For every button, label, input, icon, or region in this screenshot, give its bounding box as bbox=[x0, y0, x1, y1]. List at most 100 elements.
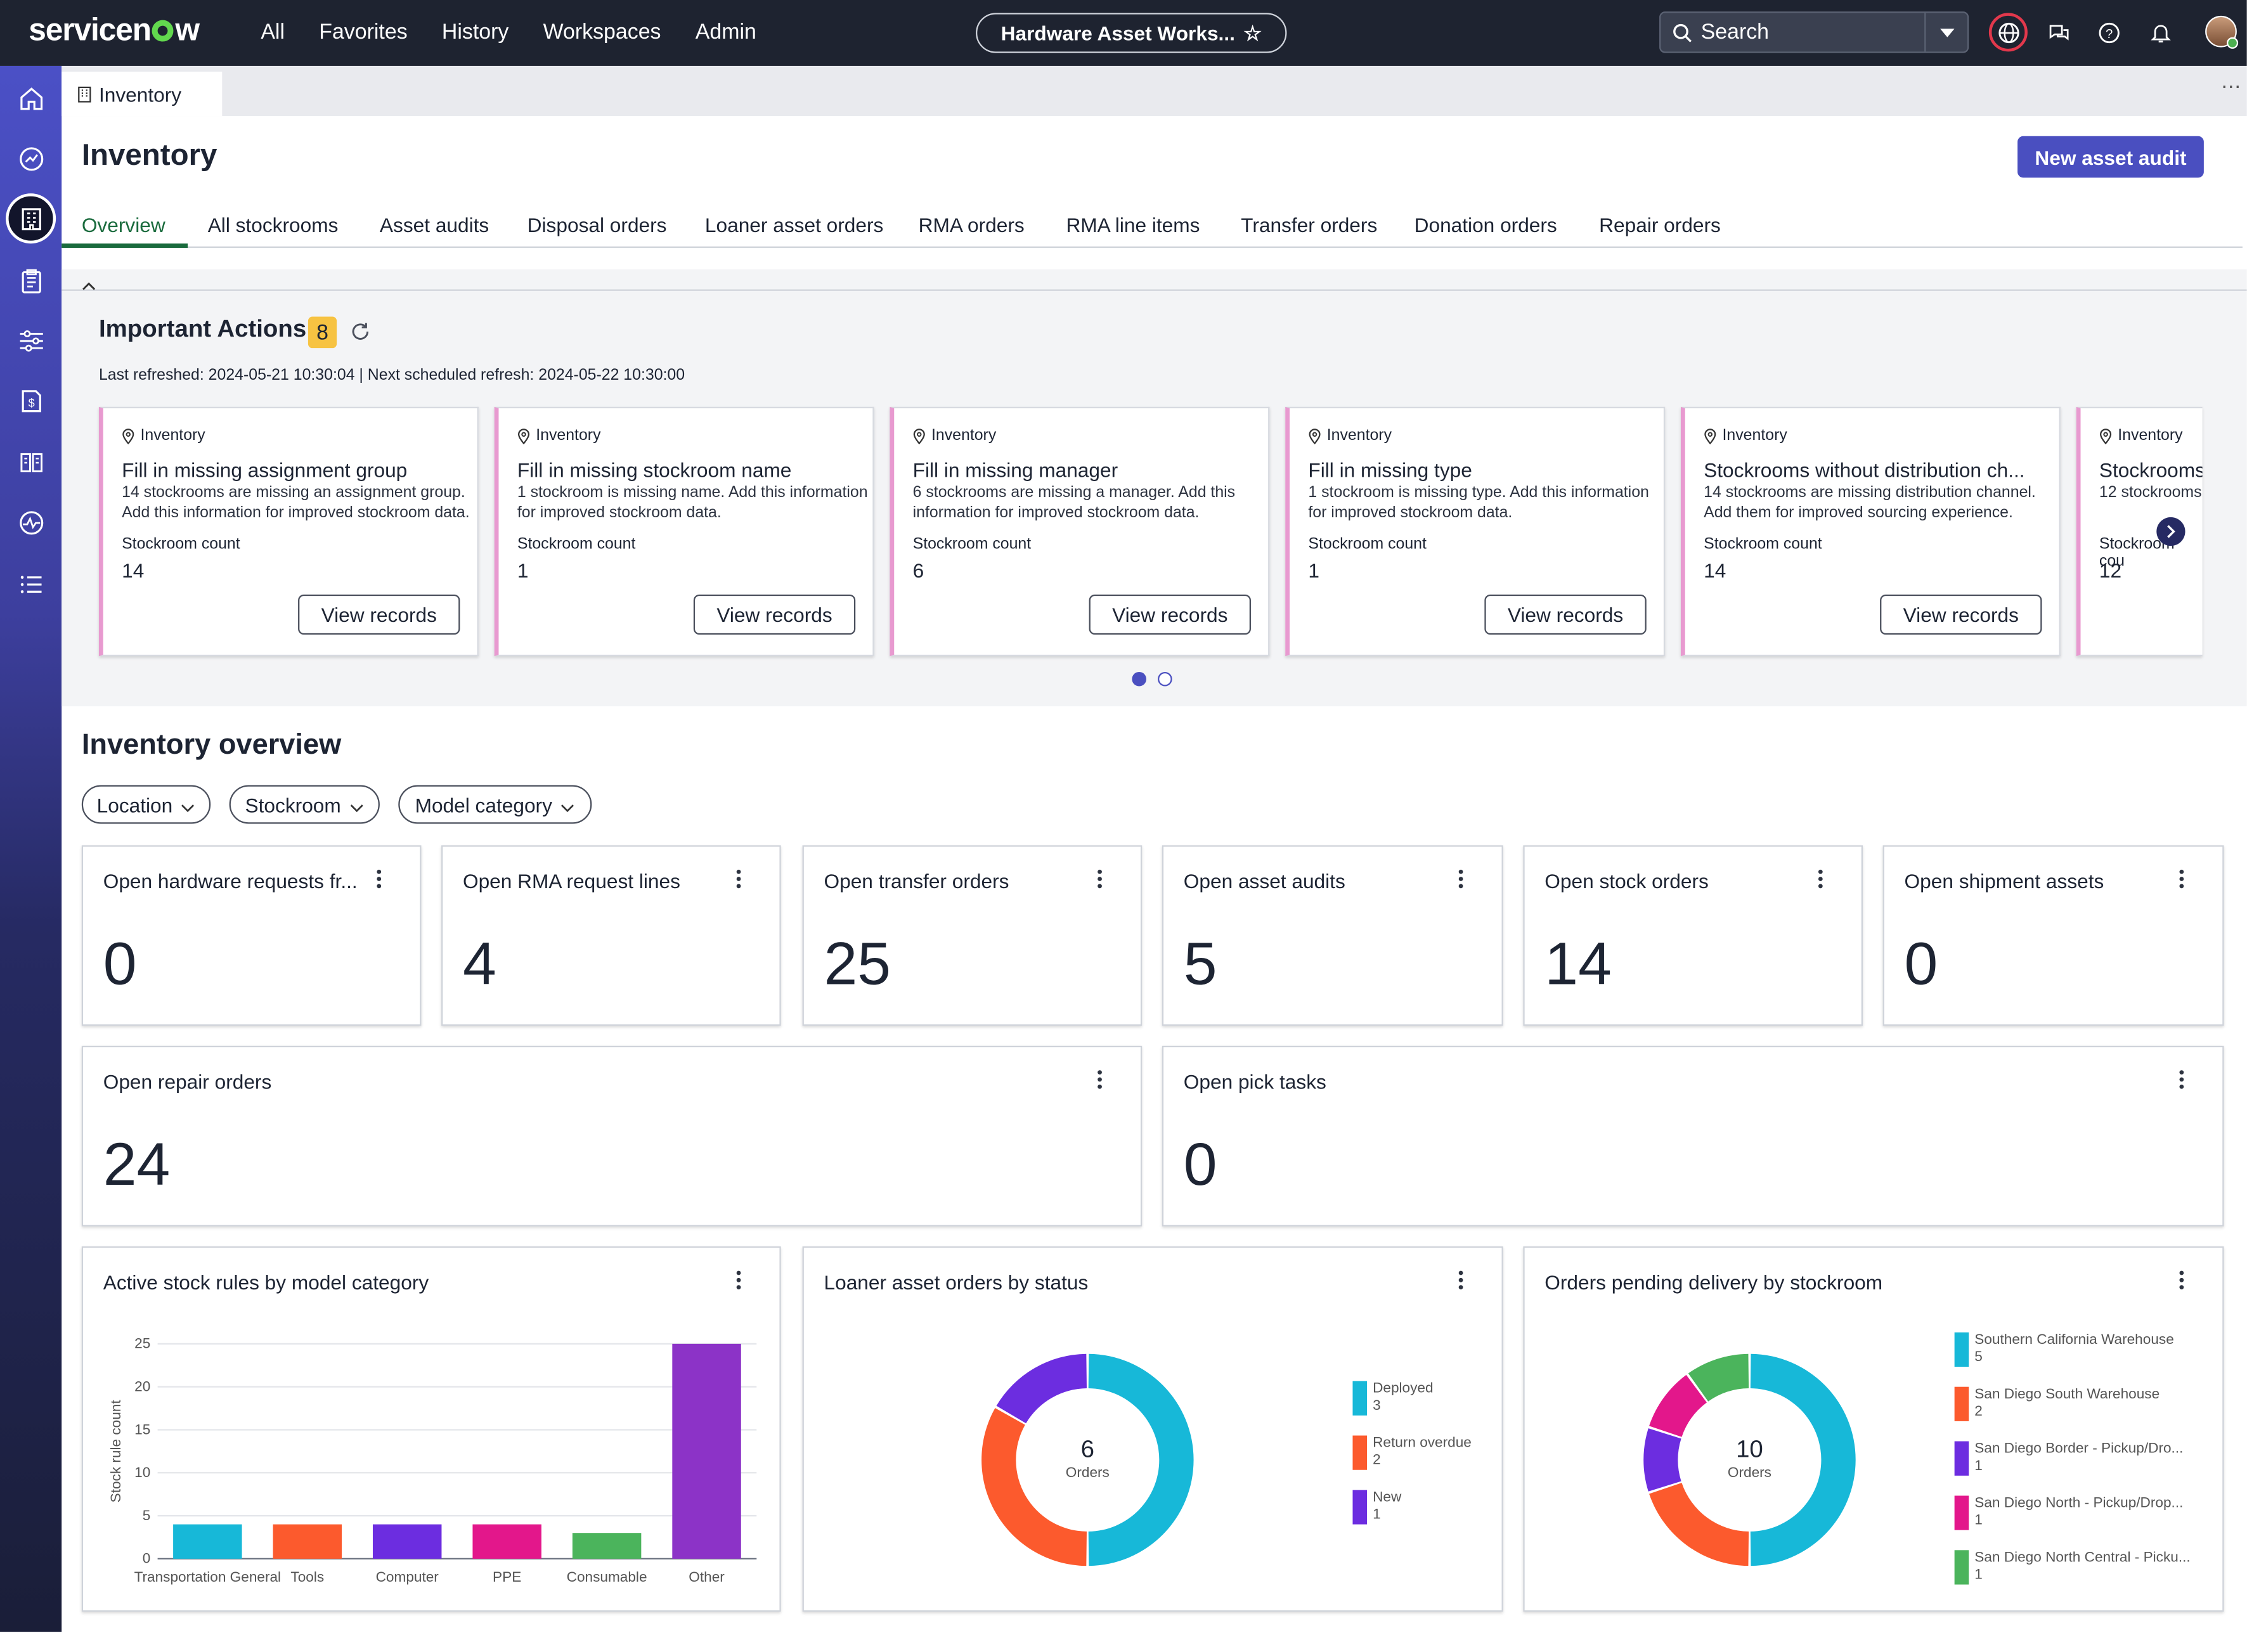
invoice-icon[interactable]: $ bbox=[15, 384, 48, 417]
home-icon[interactable] bbox=[15, 82, 48, 115]
legend-item[interactable]: New 1 bbox=[1352, 1490, 1610, 1527]
kebab-menu-icon[interactable] bbox=[1098, 1070, 1103, 1090]
kpi-tile-repair-orders[interactable]: Open repair orders 24 bbox=[81, 1045, 1143, 1227]
card-title: Fill in missing stockroom name bbox=[517, 458, 792, 482]
kpi-tile-hardware-requests[interactable]: Open hardware requests fr... 0 bbox=[81, 845, 422, 1026]
kpi-tile-asset-audits[interactable]: Open asset audits 5 bbox=[1162, 845, 1503, 1026]
model-category-filter[interactable]: Model category bbox=[398, 785, 592, 824]
kebab-menu-icon[interactable] bbox=[1458, 1270, 1465, 1291]
kpi-tile-transfer-orders[interactable]: Open transfer orders 25 bbox=[802, 845, 1143, 1026]
more-icon[interactable]: ⋯ bbox=[2221, 74, 2241, 98]
view-records-button[interactable]: View records bbox=[298, 594, 460, 635]
x-tick-label: Consumable bbox=[567, 1569, 647, 1585]
donut-slice[interactable] bbox=[996, 1353, 1087, 1424]
card-description: 14 stockrooms are missing distribution c… bbox=[1704, 484, 2036, 522]
kebab-menu-icon[interactable] bbox=[2179, 1070, 2185, 1090]
tab-inventory[interactable]: Inventory bbox=[62, 72, 223, 117]
donut-slice[interactable] bbox=[1750, 1353, 1856, 1566]
bar[interactable] bbox=[372, 1524, 442, 1559]
subnav-disposal-orders[interactable]: Disposal orders bbox=[527, 213, 667, 236]
kebab-menu-icon[interactable] bbox=[377, 869, 382, 890]
globe-icon[interactable] bbox=[1995, 18, 2023, 47]
bar[interactable] bbox=[472, 1524, 541, 1559]
view-records-button[interactable]: View records bbox=[693, 594, 856, 635]
nav-history[interactable]: History bbox=[441, 20, 509, 45]
stockroom-filter[interactable]: Stockroom bbox=[229, 785, 380, 824]
building-icon[interactable] bbox=[15, 202, 48, 235]
donut-slice[interactable] bbox=[1649, 1483, 1749, 1566]
donut-slice[interactable] bbox=[1649, 1374, 1707, 1437]
servicenow-logo[interactable]: servicen w bbox=[29, 11, 200, 48]
nav-workspaces[interactable]: Workspaces bbox=[543, 20, 661, 45]
subnav-rma-orders[interactable]: RMA orders bbox=[918, 213, 1025, 236]
bar[interactable] bbox=[672, 1343, 741, 1559]
kebab-menu-icon[interactable] bbox=[1818, 869, 1824, 890]
help-icon[interactable]: ? bbox=[2095, 18, 2123, 47]
search-input[interactable]: Search bbox=[1700, 20, 1770, 45]
catalog-icon[interactable] bbox=[15, 446, 48, 479]
workspace-pill[interactable]: Hardware Asset Works... ☆ bbox=[976, 13, 1287, 53]
subnav-asset-audits[interactable]: Asset audits bbox=[379, 213, 489, 236]
donut-slice[interactable] bbox=[1688, 1353, 1749, 1402]
legend-label: Return overdue bbox=[1373, 1435, 1472, 1452]
kpi-tile-stock-orders[interactable]: Open stock orders 14 bbox=[1523, 845, 1863, 1026]
list-icon[interactable] bbox=[15, 567, 48, 600]
new-asset-audit-button[interactable]: New asset audit bbox=[2017, 136, 2204, 178]
legend-item[interactable]: Deployed 3 bbox=[1352, 1381, 1610, 1419]
carousel-next-button[interactable] bbox=[2156, 517, 2185, 546]
dashboard-icon[interactable] bbox=[15, 142, 48, 175]
legend-item[interactable]: San Diego North Central - Picku... 1 bbox=[1954, 1550, 2213, 1587]
donut-slice[interactable] bbox=[1088, 1353, 1194, 1566]
donut-slice[interactable] bbox=[1643, 1428, 1681, 1492]
kpi-tile-pick-tasks[interactable]: Open pick tasks 0 bbox=[1162, 1045, 2224, 1227]
legend-item[interactable]: San Diego North - Pickup/Drop... 1 bbox=[1954, 1495, 2213, 1533]
activity-icon[interactable] bbox=[15, 506, 48, 539]
user-avatar[interactable] bbox=[2205, 15, 2239, 49]
location-filter[interactable]: Location bbox=[81, 785, 211, 824]
kebab-menu-icon[interactable] bbox=[736, 869, 742, 890]
kpi-tile-shipment-assets[interactable]: Open shipment assets 0 bbox=[1882, 845, 2224, 1026]
clipboard-icon[interactable] bbox=[15, 264, 48, 297]
view-records-button[interactable]: View records bbox=[1089, 594, 1251, 635]
global-search[interactable]: Search bbox=[1659, 11, 1969, 53]
legend-item[interactable]: Southern California Warehouse 5 bbox=[1954, 1332, 2213, 1370]
legend-item[interactable]: San Diego Border - Pickup/Dro... 1 bbox=[1954, 1441, 2213, 1479]
collapse-chevron-icon[interactable] bbox=[82, 278, 96, 295]
nav-favorites[interactable]: Favorites bbox=[319, 20, 408, 45]
view-records-button[interactable]: View records bbox=[1484, 594, 1647, 635]
carousel-dot-2[interactable] bbox=[1158, 671, 1172, 687]
donut-slice[interactable] bbox=[981, 1408, 1087, 1566]
subnav-loaner-asset-orders[interactable]: Loaner asset orders bbox=[704, 213, 884, 236]
kebab-menu-icon[interactable] bbox=[2179, 869, 2185, 890]
search-scope-dropdown[interactable] bbox=[1924, 13, 1967, 52]
legend-item[interactable]: Return overdue 2 bbox=[1352, 1435, 1610, 1473]
subnav-overview[interactable]: Overview bbox=[81, 213, 165, 236]
kebab-menu-icon[interactable] bbox=[1098, 869, 1103, 890]
kpi-label: Open pick tasks bbox=[1183, 1070, 1326, 1094]
model-category-filter-label: Model category bbox=[415, 792, 552, 816]
kpi-tile-rma-request-lines[interactable]: Open RMA request lines 4 bbox=[441, 845, 781, 1026]
kebab-menu-icon[interactable] bbox=[2179, 1270, 2185, 1291]
bar[interactable] bbox=[572, 1533, 642, 1559]
kebab-menu-icon[interactable] bbox=[1458, 869, 1465, 890]
bar[interactable] bbox=[173, 1524, 242, 1559]
nav-admin[interactable]: Admin bbox=[695, 20, 756, 45]
subnav-repair-orders[interactable]: Repair orders bbox=[1599, 213, 1721, 236]
subnav-all-stockrooms[interactable]: All stockrooms bbox=[207, 213, 339, 236]
legend-item[interactable]: San Diego South Warehouse 2 bbox=[1954, 1386, 2213, 1424]
bar[interactable] bbox=[273, 1524, 342, 1559]
subnav-transfer-orders[interactable]: Transfer orders bbox=[1241, 213, 1378, 236]
subnav-donation-orders[interactable]: Donation orders bbox=[1414, 213, 1557, 236]
sliders-icon[interactable] bbox=[15, 324, 48, 357]
star-icon[interactable]: ☆ bbox=[1243, 20, 1262, 44]
chat-icon[interactable] bbox=[2045, 18, 2073, 47]
view-records-button[interactable]: View records bbox=[1880, 594, 2042, 635]
legend-value: 2 bbox=[1974, 1404, 1983, 1420]
kebab-menu-icon[interactable] bbox=[736, 1270, 742, 1291]
bell-icon[interactable] bbox=[2146, 18, 2175, 47]
kpi-value: 14 bbox=[1544, 929, 1612, 997]
refresh-icon[interactable] bbox=[349, 321, 371, 348]
carousel-dot-1[interactable] bbox=[1132, 671, 1146, 687]
nav-all[interactable]: All bbox=[261, 20, 285, 45]
subnav-rma-line-items[interactable]: RMA line items bbox=[1066, 213, 1200, 236]
